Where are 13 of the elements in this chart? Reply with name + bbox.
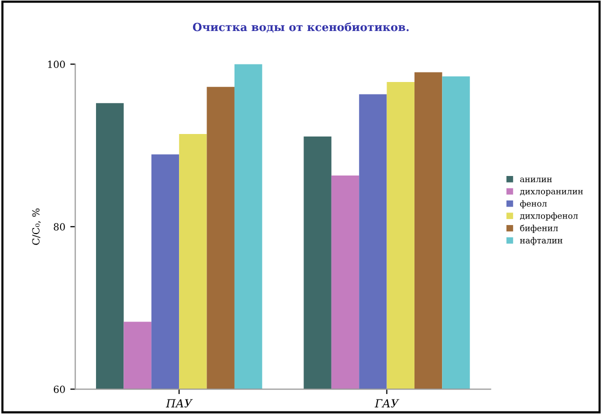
legend-label: анилин: [520, 178, 552, 182]
legend-label: нафталин: [520, 237, 562, 246]
y-tick-label: 60: [54, 386, 65, 393]
legend-label: бифенил: [520, 224, 558, 233]
x-tick-label: ГАУ: [374, 399, 400, 408]
legend-label: дихлоранилин: [520, 190, 583, 196]
y-tick-label: 100: [48, 60, 65, 68]
chart-title: Очистка воды от ксенобиотиков.: [192, 22, 409, 33]
legend-label: дихлорфенол: [520, 212, 578, 220]
y-tick-label: 80: [54, 223, 65, 230]
x-tick-label: ПАУ: [166, 399, 193, 408]
y-axis-title: С/С₀, %: [32, 208, 41, 245]
legend-label: фенол: [520, 200, 547, 208]
